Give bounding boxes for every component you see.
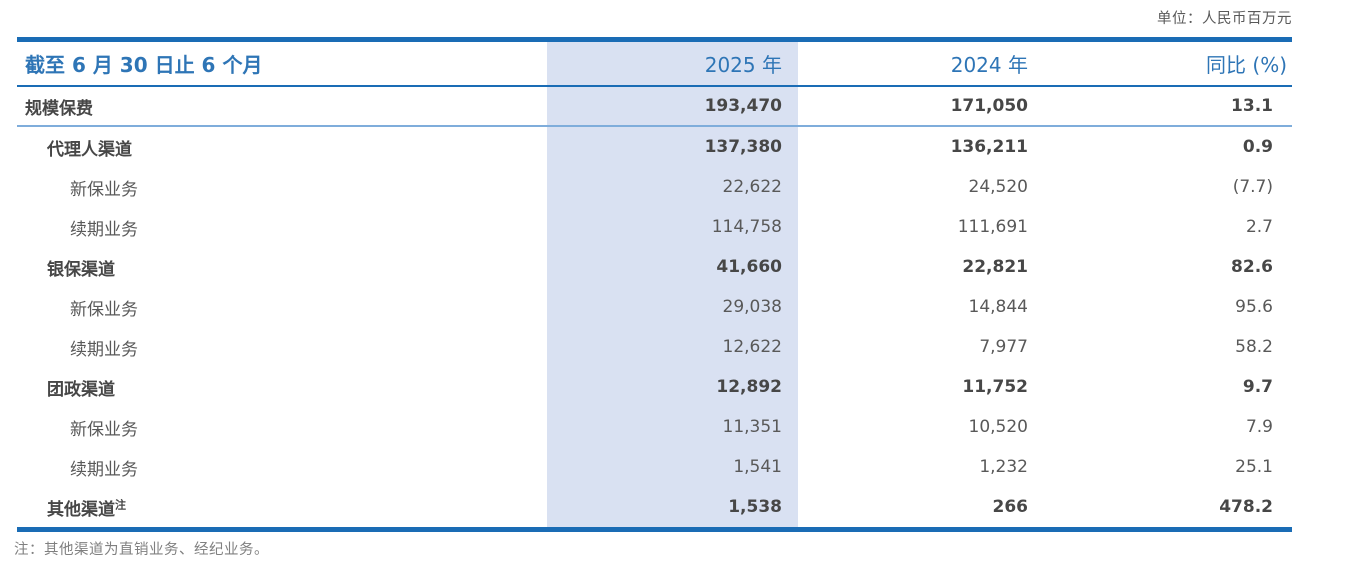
row-label-footnote-marker: 注: [115, 497, 126, 511]
table-row: 其他渠道注 1,538 266 478.2: [17, 487, 1292, 527]
row-value-yoy: 95.6: [1235, 297, 1273, 317]
table-row: 续期业务 12,622 7,977 58.2: [17, 327, 1292, 367]
table-row: 规模保费 193,470 171,050 13.1: [17, 87, 1292, 127]
header-period-label: 截至 6 月 30 日止 6 个月: [25, 53, 263, 77]
premium-channel-table: 截至 6 月 30 日止 6 个月 2025 年 2024 年 同比 (%) 规…: [17, 37, 1292, 532]
row-value-2024: 111,691: [957, 217, 1028, 237]
row-label: 新保业务: [70, 419, 138, 440]
table-row: 新保业务 11,351 10,520 7.9: [17, 407, 1292, 447]
row-value-yoy: (7.7): [1232, 177, 1273, 197]
row-label: 银保渠道: [47, 259, 115, 280]
row-label: 续期业务: [70, 459, 138, 480]
table-row: 新保业务 29,038 14,844 95.6: [17, 287, 1292, 327]
row-value-2025: 114,758: [547, 207, 798, 247]
row-label: 续期业务: [70, 339, 138, 360]
row-value-2024: 14,844: [968, 297, 1028, 317]
table-body: 规模保费 193,470 171,050 13.1 代理人渠道 137,380 …: [17, 87, 1292, 527]
header-col-2024: 2024 年: [950, 53, 1028, 77]
row-value-2024: 171,050: [950, 96, 1028, 116]
row-label: 新保业务: [70, 179, 138, 200]
row-value-2025: 1,538: [547, 487, 798, 527]
row-value-2025: 193,470: [547, 87, 798, 125]
row-value-2024: 1,232: [979, 457, 1028, 477]
row-value-2024: 136,211: [950, 137, 1028, 157]
row-value-2025: 41,660: [547, 247, 798, 287]
row-value-2025: 29,038: [547, 287, 798, 327]
row-value-2025: 11,351: [547, 407, 798, 447]
footnote: 注：其他渠道为直销业务、经纪业务。: [14, 542, 269, 558]
row-value-2024: 266: [992, 497, 1029, 517]
row-value-2024: 24,520: [968, 177, 1028, 197]
table-row: 代理人渠道 137,380 136,211 0.9: [17, 127, 1292, 167]
table-row: 团政渠道 12,892 11,752 9.7: [17, 367, 1292, 407]
unit-label: 单位：人民币百万元: [1157, 11, 1292, 27]
row-label: 续期业务: [70, 219, 138, 240]
row-value-2024: 22,821: [962, 257, 1028, 277]
header-col-yoy: 同比 (%): [1206, 53, 1287, 77]
table-row: 新保业务 22,622 24,520 (7.7): [17, 167, 1292, 207]
table-row: 续期业务 114,758 111,691 2.7: [17, 207, 1292, 247]
table-row: 续期业务 1,541 1,232 25.1: [17, 447, 1292, 487]
row-value-2025: 12,892: [547, 367, 798, 407]
row-value-2024: 7,977: [979, 337, 1028, 357]
header-col-2025: 2025 年: [547, 42, 798, 85]
table-row: 银保渠道 41,660 22,821 82.6: [17, 247, 1292, 287]
row-value-2025: 137,380: [547, 127, 798, 167]
row-value-yoy: 13.1: [1231, 96, 1273, 116]
row-value-yoy: 82.6: [1231, 257, 1273, 277]
row-label: 规模保费: [25, 98, 93, 119]
row-value-yoy: 25.1: [1235, 457, 1273, 477]
row-value-yoy: 2.7: [1245, 217, 1273, 237]
row-value-2024: 11,752: [962, 377, 1028, 397]
row-label: 其他渠道: [47, 499, 115, 520]
row-value-2025: 1,541: [547, 447, 798, 487]
row-value-2025: 12,622: [547, 327, 798, 367]
row-label: 新保业务: [70, 299, 138, 320]
row-value-yoy: 58.2: [1235, 337, 1273, 357]
row-label: 代理人渠道: [47, 139, 132, 160]
row-label: 团政渠道: [47, 379, 115, 400]
row-value-yoy: 7.9: [1245, 417, 1273, 437]
row-value-yoy: 478.2: [1219, 497, 1273, 517]
row-value-yoy: 9.7: [1242, 377, 1273, 397]
row-value-yoy: 0.9: [1242, 137, 1273, 157]
row-value-2024: 10,520: [968, 417, 1028, 437]
table-header-row: 截至 6 月 30 日止 6 个月 2025 年 2024 年 同比 (%): [17, 42, 1292, 87]
row-value-2025: 22,622: [547, 167, 798, 207]
